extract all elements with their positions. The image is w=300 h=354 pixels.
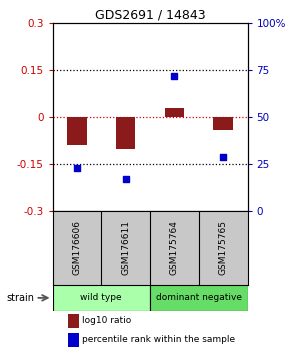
Text: GSM176606: GSM176606 xyxy=(72,221,81,275)
Text: GSM176611: GSM176611 xyxy=(121,221,130,275)
Bar xyxy=(150,285,248,311)
Text: GSM175764: GSM175764 xyxy=(170,221,179,275)
Text: GSM175765: GSM175765 xyxy=(219,221,228,275)
Bar xyxy=(52,285,150,311)
Text: wild type: wild type xyxy=(80,293,122,302)
Text: percentile rank within the sample: percentile rank within the sample xyxy=(82,335,235,344)
Bar xyxy=(67,117,87,145)
Point xyxy=(221,154,226,160)
Title: GDS2691 / 14843: GDS2691 / 14843 xyxy=(95,9,205,22)
Point xyxy=(123,176,128,182)
Bar xyxy=(68,332,79,347)
Bar xyxy=(213,117,233,130)
Bar xyxy=(68,314,79,328)
Point xyxy=(172,73,177,79)
Bar xyxy=(116,117,135,149)
Bar xyxy=(165,108,184,117)
Text: dominant negative: dominant negative xyxy=(156,293,242,302)
Point xyxy=(74,165,79,171)
Text: strain: strain xyxy=(7,293,34,303)
Text: log10 ratio: log10 ratio xyxy=(82,316,131,325)
